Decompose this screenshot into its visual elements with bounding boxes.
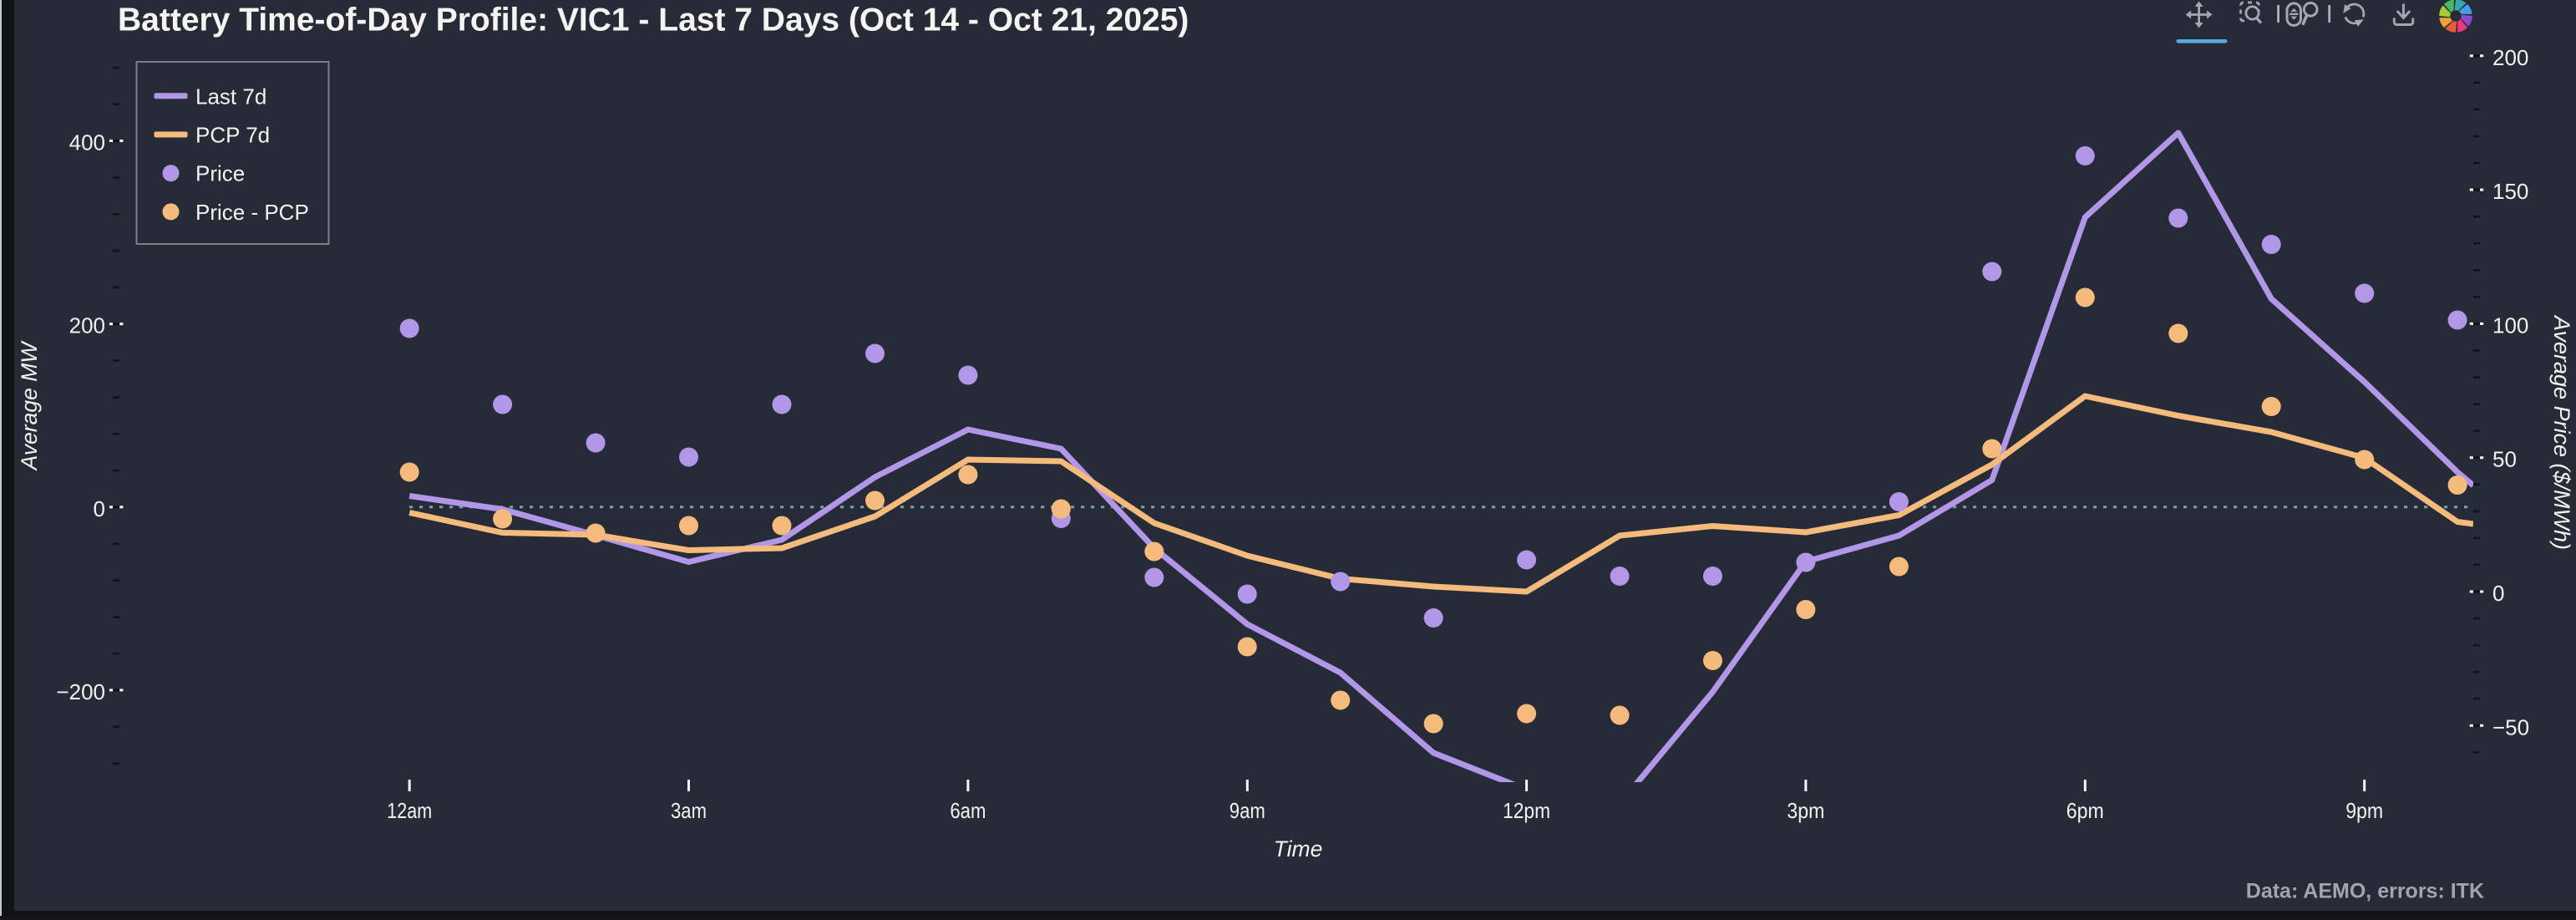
svg-text:Data: AEMO, errors: ITK: Data: AEMO, errors: ITK [2246,880,2484,903]
svg-text:6am: 6am [950,798,986,823]
svg-text:400: 400 [69,130,105,155]
svg-text:Battery Time-of-Day Profile: V: Battery Time-of-Day Profile: VIC1 - Last… [118,3,1189,38]
svg-text:−200: −200 [56,679,105,704]
svg-text:Price - PCP: Price - PCP [195,200,309,225]
svg-text:Price: Price [195,161,245,186]
svg-text:150: 150 [2492,179,2528,204]
svg-text:6pm: 6pm [2066,798,2104,823]
svg-text:0: 0 [94,496,105,521]
svg-text:100: 100 [2492,313,2528,338]
svg-text:9pm: 9pm [2345,798,2383,823]
svg-text:200: 200 [2492,45,2528,70]
svg-text:0: 0 [2492,581,2504,606]
svg-text:Average Price ($/MWh): Average Price ($/MWh) [2549,314,2574,550]
svg-text:Last 7d: Last 7d [195,84,266,109]
svg-text:Time: Time [1274,836,1323,862]
svg-text:12pm: 12pm [1503,798,1550,823]
svg-text:50: 50 [2492,447,2517,472]
svg-text:3pm: 3pm [1787,798,1824,823]
svg-text:9am: 9am [1230,798,1265,823]
svg-text:PCP 7d: PCP 7d [195,123,270,148]
svg-text:3am: 3am [671,798,707,823]
svg-text:−50: −50 [2492,714,2529,740]
svg-text:200: 200 [69,313,105,338]
svg-text:Average MW: Average MW [17,340,42,472]
svg-text:12am: 12am [387,798,432,823]
